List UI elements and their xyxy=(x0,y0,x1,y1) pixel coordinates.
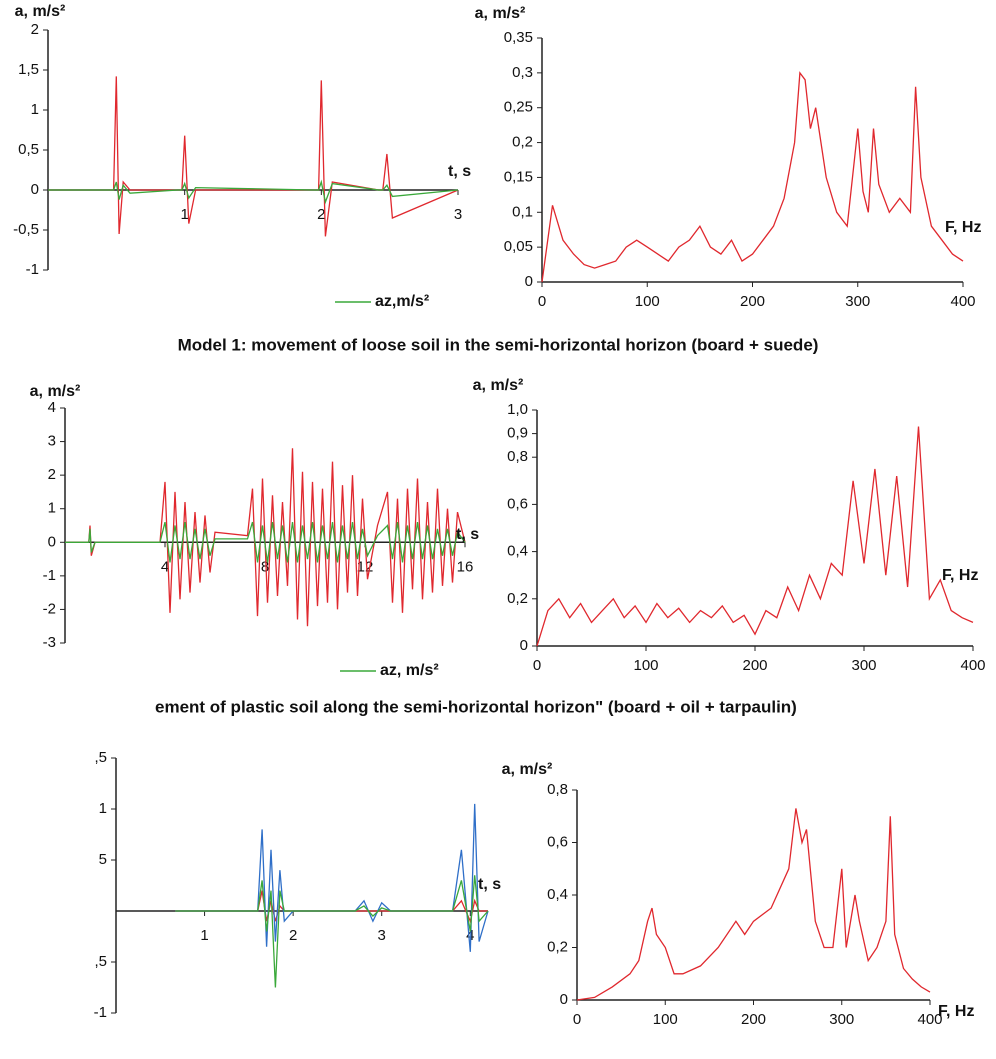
y-tick-label: 0 xyxy=(525,273,533,290)
x-tick-label: 400 xyxy=(917,1011,942,1028)
y-axis-label: a, m/s² xyxy=(502,761,553,778)
y-tick-label: -1 xyxy=(26,261,39,278)
series-line xyxy=(65,448,466,627)
series-line xyxy=(175,875,489,988)
series-line xyxy=(48,76,459,237)
x-tick-label: 4 xyxy=(161,558,169,575)
caption: Model 1: movement of loose soil in the s… xyxy=(178,335,819,354)
x-tick-label: 400 xyxy=(950,293,975,310)
y-tick-label: 0,15 xyxy=(504,168,533,185)
y-tick-label: ,5 xyxy=(94,953,107,970)
y-tick-label: 0 xyxy=(31,181,39,198)
x-tick-label: 300 xyxy=(851,657,876,674)
x-axis-label: F, Hz xyxy=(942,567,978,584)
legend-label: az,m/s² xyxy=(375,293,429,310)
y-tick-label: 0,2 xyxy=(547,938,568,955)
x-axis-label: t, s xyxy=(478,876,501,893)
y-tick-label: 0,6 xyxy=(547,833,568,850)
y-tick-label: 0,25 xyxy=(504,99,533,116)
y-tick-label: 0,1 xyxy=(512,203,533,220)
y-tick-label: 3 xyxy=(48,433,56,450)
series-line xyxy=(175,890,488,924)
y-tick-label: ,5 xyxy=(94,749,107,766)
y-tick-label: -0,5 xyxy=(13,221,39,238)
y-axis-label: a, m/s² xyxy=(15,3,66,20)
x-axis-label: t, s xyxy=(448,163,471,180)
y-tick-label: -2 xyxy=(43,600,56,617)
x-tick-label: 2 xyxy=(317,206,325,223)
x-tick-label: 100 xyxy=(635,293,660,310)
y-tick-label: 0,4 xyxy=(547,886,568,903)
series-line xyxy=(65,521,466,563)
y-tick-label: 0,9 xyxy=(507,425,528,442)
y-tick-label: 0 xyxy=(560,991,568,1008)
x-tick-label: 200 xyxy=(742,657,767,674)
y-tick-label: 0,5 xyxy=(18,141,39,158)
x-tick-label: 200 xyxy=(740,293,765,310)
x-axis-label: F, Hz xyxy=(945,219,981,236)
y-tick-label: 5 xyxy=(99,851,107,868)
x-axis-label: t, s xyxy=(456,526,479,543)
y-tick-label: -1 xyxy=(94,1004,107,1021)
x-tick-label: 3 xyxy=(378,927,386,944)
x-axis-label: F, Hz xyxy=(938,1003,974,1020)
y-tick-label: 0,8 xyxy=(547,781,568,798)
x-tick-label: 100 xyxy=(653,1011,678,1028)
y-tick-label: 0,05 xyxy=(504,238,533,255)
x-tick-label: 8 xyxy=(261,558,269,575)
x-tick-label: 0 xyxy=(533,657,541,674)
legend-label: az, m/s² xyxy=(380,662,439,679)
y-tick-label: -1 xyxy=(43,567,56,584)
caption: ement of plastic soil along the semi-hor… xyxy=(155,697,797,716)
x-tick-label: 16 xyxy=(457,558,474,575)
y-tick-label: 0,8 xyxy=(507,448,528,465)
x-tick-label: 0 xyxy=(538,293,546,310)
y-tick-label: 1 xyxy=(99,800,107,817)
y-tick-label: 0,4 xyxy=(507,543,528,560)
y-tick-label: 0,6 xyxy=(507,495,528,512)
x-tick-label: 400 xyxy=(960,657,985,674)
y-tick-label: 1,0 xyxy=(507,401,528,418)
y-tick-label: 4 xyxy=(48,399,56,416)
y-tick-label: 0 xyxy=(48,533,56,550)
y-tick-label: 0,2 xyxy=(507,590,528,607)
x-tick-label: 3 xyxy=(454,206,462,223)
series-line xyxy=(541,71,964,283)
y-tick-label: 1 xyxy=(31,101,39,118)
y-tick-label: 0,3 xyxy=(512,64,533,81)
series-line xyxy=(536,426,974,647)
series-line xyxy=(48,179,459,205)
y-axis-label: a, m/s² xyxy=(475,5,526,22)
y-tick-label: 0,35 xyxy=(504,29,533,46)
series-line xyxy=(175,803,489,952)
x-tick-label: 100 xyxy=(633,657,658,674)
x-tick-label: 300 xyxy=(845,293,870,310)
y-tick-label: -3 xyxy=(43,634,56,651)
y-tick-label: 2 xyxy=(48,466,56,483)
y-tick-label: 1 xyxy=(48,500,56,517)
y-axis-label: a, m/s² xyxy=(30,383,81,400)
y-tick-label: 0,2 xyxy=(512,134,533,151)
x-tick-label: 2 xyxy=(289,927,297,944)
y-tick-label: 0 xyxy=(520,637,528,654)
x-tick-label: 1 xyxy=(200,927,208,944)
series-line xyxy=(576,808,931,1001)
y-tick-label: 2 xyxy=(31,21,39,38)
x-tick-label: 300 xyxy=(829,1011,854,1028)
y-tick-label: 1,5 xyxy=(18,61,39,78)
x-tick-label: 200 xyxy=(741,1011,766,1028)
x-tick-label: 0 xyxy=(573,1011,581,1028)
x-tick-label: 1 xyxy=(180,206,188,223)
y-axis-label: a, m/s² xyxy=(473,377,524,394)
